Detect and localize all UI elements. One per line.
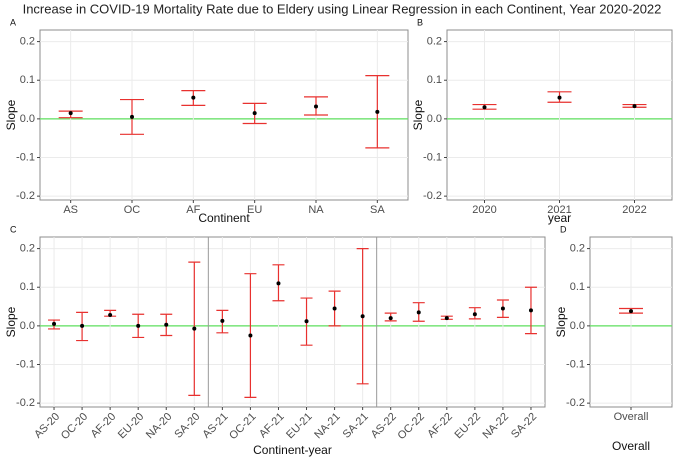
point [482, 105, 487, 110]
x-tick-label: 2021 [547, 204, 571, 216]
point [314, 104, 318, 109]
x-tick-label: AF-21 [257, 411, 287, 441]
y-axis-title: Slope [411, 99, 425, 130]
point [557, 95, 562, 100]
x-tick-label: AF-20 [89, 411, 119, 441]
y-tick-label: -0.2 [16, 190, 35, 202]
x-tick-label: AS-22 [369, 411, 399, 441]
y-tick-label: 0.1 [20, 74, 35, 86]
point [528, 308, 533, 313]
x-tick-label: 2022 [622, 204, 646, 216]
x-tick-label: AS [63, 204, 78, 216]
x-tick-label: EU-22 [452, 411, 483, 442]
point [164, 322, 169, 327]
point [444, 316, 449, 321]
y-tick-label: 0.0 [20, 113, 35, 125]
point [136, 323, 141, 328]
y-axis-title: Slope [4, 99, 18, 130]
x-tick-label: AS-20 [32, 411, 62, 441]
x-tick-label: AF [186, 204, 200, 216]
point [80, 323, 85, 328]
y-tick-label: -0.2 [423, 190, 442, 202]
y-tick-label: -0.1 [16, 151, 35, 163]
x-tick-label: OC-21 [227, 411, 258, 442]
chart-title: Increase in COVID-19 Mortality Rate due … [23, 1, 662, 16]
plot-area [39, 29, 409, 201]
y-tick-label: -0.2 [566, 397, 585, 409]
y-axis-title: Slope [554, 306, 568, 337]
point [220, 318, 225, 323]
x-tick-label: SA [370, 204, 385, 216]
y-axis-title: Slope [4, 306, 18, 337]
x-tick-label: Overall [614, 411, 649, 423]
point [52, 321, 57, 326]
y-tick-label: 0.0 [20, 320, 35, 332]
x-tick-label: SA-21 [341, 411, 371, 441]
point [108, 313, 113, 318]
y-tick-label: 0.2 [427, 35, 442, 47]
y-tick-label: 0.2 [20, 242, 35, 254]
point [252, 111, 257, 116]
y-tick-label: 0.1 [427, 74, 442, 86]
y-tick-label: 0.0 [570, 320, 585, 332]
point [416, 310, 421, 315]
y-tick-label: 0.1 [570, 281, 585, 293]
point [375, 109, 380, 114]
point [68, 111, 73, 116]
x-tick-label: SA-22 [509, 411, 539, 441]
point [632, 104, 637, 109]
panel-label: C [10, 224, 17, 234]
y-tick-label: -0.1 [566, 358, 585, 370]
y-tick-label: -0.1 [16, 358, 35, 370]
point [500, 306, 505, 311]
x-tick-label: AS-21 [200, 411, 230, 441]
x-tick-label: NA-21 [312, 411, 343, 442]
x-tick-label: EU-21 [284, 411, 315, 442]
x-axis-title: Continent-year [253, 443, 332, 457]
x-tick-label: NA-20 [144, 411, 175, 442]
point [304, 319, 309, 324]
point [629, 309, 633, 314]
point [332, 306, 337, 311]
x-axis-title: Continent [198, 211, 250, 225]
x-tick-label: OC-22 [396, 411, 427, 442]
point [191, 95, 196, 100]
x-tick-label: EU-20 [116, 411, 147, 442]
x-axis-title: year [548, 211, 571, 225]
y-tick-label: -0.2 [16, 397, 35, 409]
point [192, 326, 197, 331]
point [360, 314, 365, 319]
x-tick-label: OC [124, 204, 141, 216]
y-tick-label: 0.2 [20, 35, 35, 47]
y-tick-label: 0.0 [427, 113, 442, 125]
x-tick-label: AF-22 [425, 411, 455, 441]
panel-label: D [560, 224, 567, 234]
x-tick-label: OC-20 [59, 411, 90, 442]
x-tick-label: EU [247, 204, 262, 216]
x-tick-label: NA-22 [481, 411, 512, 442]
point [472, 312, 477, 317]
point [248, 333, 253, 338]
point [276, 281, 281, 286]
point [130, 114, 134, 119]
y-tick-label: 0.2 [570, 242, 585, 254]
x-tick-label: NA [308, 204, 324, 216]
panel-label: A [10, 17, 16, 27]
plot-area [39, 236, 546, 408]
y-tick-label: 0.1 [20, 281, 35, 293]
y-tick-label: -0.1 [423, 151, 442, 163]
x-tick-label: SA-20 [172, 411, 202, 441]
point [388, 316, 393, 321]
panel-label: B [417, 17, 423, 27]
x-axis-title: Overall [612, 439, 650, 453]
x-tick-label: 2020 [472, 204, 496, 216]
